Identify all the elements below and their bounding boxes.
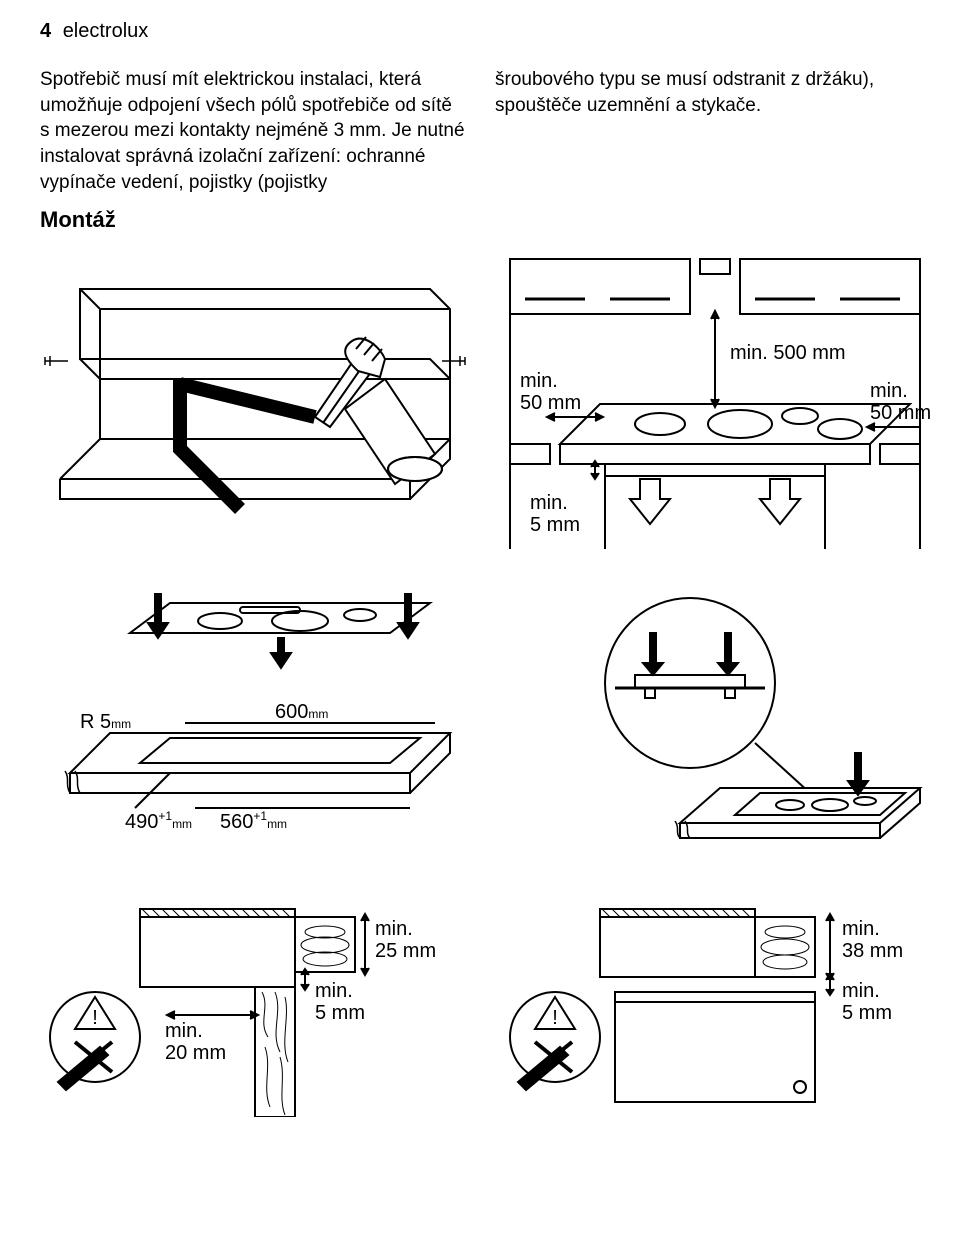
label-min-5-b: min.5 mm (842, 980, 892, 1024)
diagram-row-2: R 5mm 600mm 490+1mm 560+1mm (40, 593, 920, 873)
page-header: 4 electrolux (40, 20, 920, 43)
diagram-section-a: ! min.25 mm min.5 mm min.20 mm (40, 897, 470, 1117)
section-title: Montáž (40, 207, 920, 233)
body-text: Spotřebič musí mít elektrickou instalaci… (40, 67, 920, 195)
svg-text:!: ! (552, 1007, 558, 1029)
label-560: 560+1mm (220, 809, 287, 833)
label-min-5: min.5 mm (530, 492, 580, 536)
diagram-row-3: ! min.25 mm min.5 mm min.20 mm (40, 897, 920, 1117)
diagram-insert (500, 593, 930, 873)
brand-name: electrolux (63, 20, 149, 42)
label-min-38: min.38 mm (842, 918, 903, 962)
page-number: 4 (40, 20, 51, 42)
diagram-section-b: ! min.38 mm min.5 mm (500, 897, 930, 1117)
body-col-2: šroubového typu se musí odstranit z držá… (495, 67, 920, 195)
label-490: 490+1mm (125, 809, 192, 833)
body-col-1: Spotřebič musí mít elektrickou instalaci… (40, 67, 465, 195)
label-min-5-a: min.5 mm (315, 980, 365, 1024)
diagram-clearances: min. 500 mm min.50 mm min.50 mm min.5 mm (500, 249, 930, 569)
label-min-25: min.25 mm (375, 918, 436, 962)
label-min-500: min. 500 mm (730, 342, 846, 364)
svg-text:!: ! (92, 1007, 98, 1029)
label-600: 600mm (275, 701, 328, 723)
diagram-cutout: R 5mm 600mm 490+1mm 560+1mm (40, 593, 470, 873)
diagram-row-1: min. 500 mm min.50 mm min.50 mm min.5 mm (40, 249, 920, 569)
label-min-50-left: min.50 mm (520, 370, 581, 414)
diagram-glue (40, 249, 470, 539)
label-min-20: min.20 mm (165, 1020, 226, 1064)
label-r5: R 5mm (80, 711, 131, 733)
